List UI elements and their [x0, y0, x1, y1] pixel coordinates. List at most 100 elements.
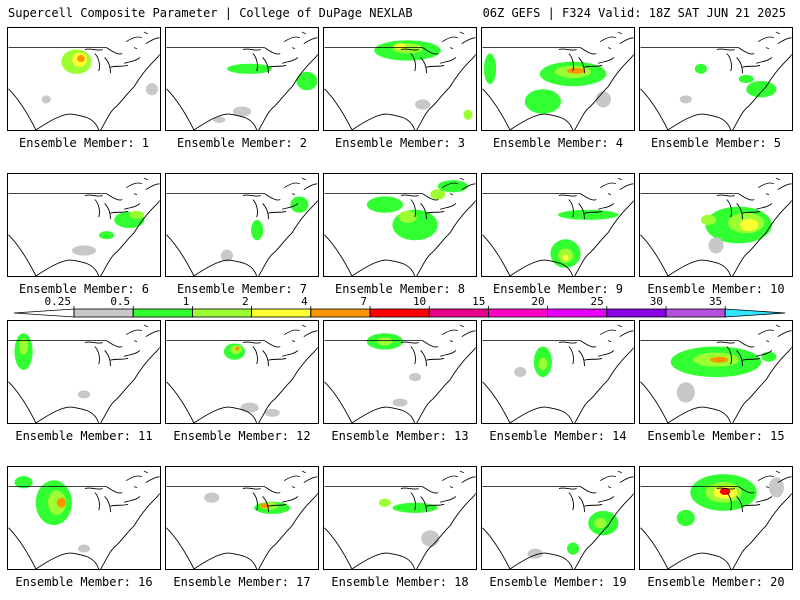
scp-contour-area [761, 351, 777, 362]
page-title: Supercell Composite Parameter | College … [8, 6, 413, 20]
member-map [165, 320, 319, 424]
scale-bin [369, 308, 430, 318]
scp-contour-area [260, 503, 270, 509]
scale-bin [310, 308, 371, 318]
scp-contour-area [19, 338, 29, 355]
coastline [640, 200, 792, 276]
great-lakes [716, 486, 773, 513]
scp-contour-area [56, 497, 66, 508]
member-map [323, 466, 477, 570]
canada-east-coast [757, 31, 792, 49]
canada-east-coast [283, 177, 318, 195]
scp-contour-area [409, 373, 422, 382]
scp-contour-area [430, 189, 446, 200]
coastline [324, 493, 476, 569]
member-label: Ensemble Member: 10 [647, 282, 785, 296]
scp-contour-area [567, 67, 586, 74]
member-map [481, 466, 635, 570]
coastline [640, 347, 792, 423]
coastline [482, 493, 634, 569]
member-panel: Ensemble Member: 16 [7, 466, 161, 589]
scale-tick-label: 1 [183, 296, 190, 308]
scp-contour-area [421, 530, 440, 547]
member-map [165, 173, 319, 277]
great-lakes [400, 486, 457, 513]
member-map [165, 466, 319, 570]
coastline [324, 347, 476, 423]
great-lakes [400, 340, 457, 367]
member-label: Ensemble Member: 2 [176, 136, 308, 150]
scale-tick-label: 0.25 [45, 296, 72, 308]
canada-east-coast [599, 324, 634, 342]
canada-east-coast [757, 470, 792, 488]
member-panel: Ensemble Member: 5 [639, 27, 793, 150]
great-lakes [84, 193, 141, 220]
coastline [8, 200, 160, 276]
member-label: Ensemble Member: 12 [173, 429, 311, 443]
scale-bin [428, 308, 489, 318]
scale-tick-label: 15 [472, 296, 485, 308]
scale-tick-label: 35 [709, 296, 722, 308]
scp-contour-area [232, 106, 252, 117]
scp-contour-area [708, 237, 724, 254]
great-lakes [716, 340, 773, 367]
great-lakes [242, 340, 299, 367]
member-label: Ensemble Member: 14 [489, 429, 627, 443]
scp-contour-area [437, 180, 468, 193]
scp-contour-area [378, 498, 391, 507]
scale-tick-label: 25 [591, 296, 604, 308]
member-label: Ensemble Member: 11 [15, 429, 153, 443]
scale-tick-label: 2 [242, 296, 249, 308]
scale-bin [547, 308, 608, 318]
member-label: Ensemble Member: 13 [331, 429, 469, 443]
scp-contour-area [226, 63, 273, 74]
member-panel: Ensemble Member: 20 [639, 466, 793, 589]
scp-contour-area [538, 357, 548, 370]
scale-bin [606, 308, 667, 318]
canada-east-coast [757, 324, 792, 342]
scale-tick-label: 7 [360, 296, 367, 308]
scale-bin [132, 308, 193, 318]
canada-east-coast [441, 324, 476, 342]
member-panel: Ensemble Member: 15 [639, 320, 793, 443]
member-label: Ensemble Member: 4 [492, 136, 624, 150]
canada-east-coast [757, 177, 792, 195]
scale-bin [191, 308, 252, 318]
member-panel: Ensemble Member: 12 [165, 320, 319, 443]
great-lakes [242, 193, 299, 220]
scp-contour-area [524, 89, 562, 114]
scale-bin [487, 308, 548, 318]
canada-east-coast [125, 177, 160, 195]
member-label: Ensemble Member: 3 [334, 136, 466, 150]
scp-contour-area [558, 209, 619, 220]
canada-east-coast [125, 324, 160, 342]
canada-east-coast [599, 177, 634, 195]
canada-east-coast [125, 470, 160, 488]
scp-contour-area [213, 116, 226, 123]
coastline [166, 54, 318, 130]
coastline [8, 54, 160, 130]
scp-contour-area [71, 245, 97, 256]
scp-contour-area [77, 544, 91, 553]
member-map [639, 173, 793, 277]
member-label: Ensemble Member: 17 [173, 575, 311, 589]
scp-contour-area [595, 91, 611, 108]
member-map [481, 320, 635, 424]
scp-contour-area [567, 542, 580, 555]
scale-high-end [724, 308, 786, 318]
canada-east-coast [441, 470, 476, 488]
scp-contour-area [463, 109, 473, 120]
member-label: Ensemble Member: 9 [492, 282, 624, 296]
coastline [640, 493, 792, 569]
color-scale-legend: 0.25 0.5 1 2 4 7 10 15 20 25 30 35 [13, 296, 786, 318]
canada-east-coast [441, 31, 476, 49]
scp-contour-area [483, 53, 497, 85]
member-panel: Ensemble Member: 17 [165, 466, 319, 589]
member-panel: Ensemble Member: 11 [7, 320, 161, 443]
scp-contour-area [415, 99, 431, 110]
member-panel: Ensemble Member: 19 [481, 466, 635, 589]
scp-contour-area [77, 390, 91, 399]
scale-bin [251, 308, 312, 318]
member-label: Ensemble Member: 5 [650, 136, 782, 150]
great-lakes [242, 47, 299, 74]
